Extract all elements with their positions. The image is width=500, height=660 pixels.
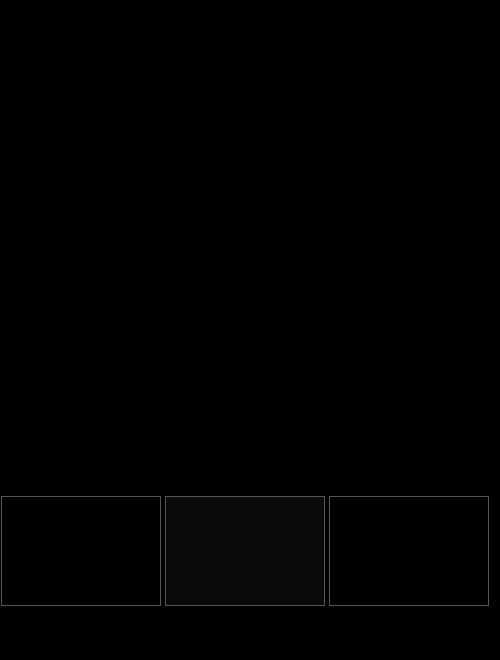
candle-chart — [0, 208, 480, 408]
date-axis — [0, 413, 480, 488]
adx-macd-panel — [1, 496, 161, 606]
line-chart — [0, 8, 480, 188]
intraday-panel — [165, 496, 325, 606]
main-chart-area — [0, 8, 500, 488]
bottom-panels — [0, 496, 500, 616]
stoch-rsi-panel — [329, 496, 489, 606]
panel1-svg — [2, 497, 160, 605]
panel3-svg — [330, 497, 488, 605]
